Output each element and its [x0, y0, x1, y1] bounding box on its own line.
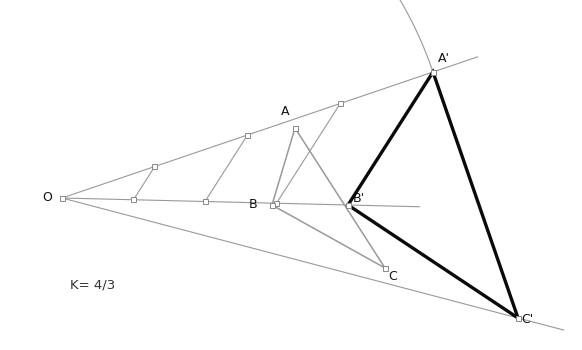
Text: O: O — [42, 191, 52, 204]
Bar — [516, 315, 520, 321]
Bar — [431, 70, 435, 75]
Bar — [338, 101, 343, 106]
Bar — [346, 203, 350, 208]
Bar — [245, 133, 250, 138]
Text: C: C — [388, 270, 397, 283]
Bar — [431, 70, 435, 75]
Bar — [274, 201, 279, 206]
Bar — [293, 126, 297, 131]
Text: A: A — [281, 105, 289, 118]
Text: C': C' — [521, 313, 533, 326]
Bar — [269, 203, 275, 208]
Text: A': A' — [438, 52, 450, 65]
Text: K= 4/3: K= 4/3 — [70, 278, 115, 291]
Text: B: B — [249, 198, 258, 211]
Text: B': B' — [353, 192, 365, 205]
Bar — [203, 199, 208, 204]
Bar — [346, 203, 350, 208]
Bar — [131, 197, 136, 202]
Bar — [382, 266, 388, 271]
Bar — [152, 164, 157, 169]
Bar — [59, 196, 65, 201]
